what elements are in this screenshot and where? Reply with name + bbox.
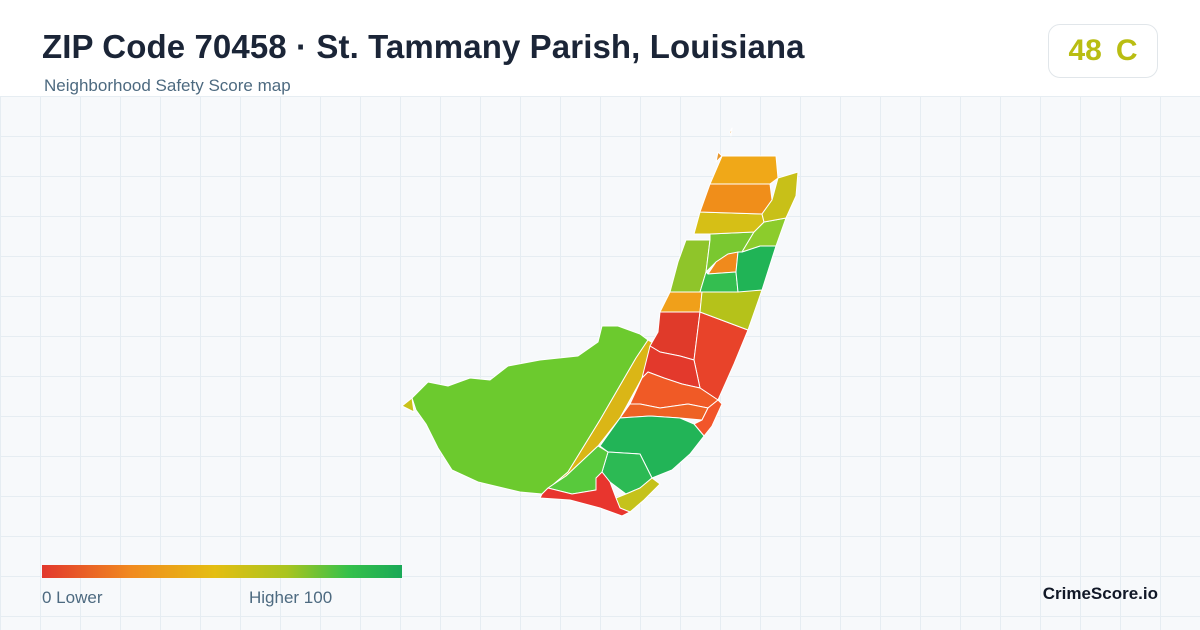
score-badge: 48 C bbox=[1048, 24, 1158, 78]
map-region-west-nub[interactable] bbox=[401, 397, 415, 413]
map-region-north-east-strip[interactable] bbox=[761, 171, 799, 223]
legend-max-label: Higher 100 bbox=[249, 588, 333, 607]
map-region-center-orange-c[interactable] bbox=[693, 399, 723, 437]
map-region-north-a[interactable] bbox=[709, 155, 779, 185]
brand-logo-text[interactable]: CrimeScore.io bbox=[1042, 584, 1158, 603]
page-subtitle: Neighborhood Safety Score map bbox=[44, 76, 291, 95]
map-region-north-tip[interactable] bbox=[715, 127, 733, 163]
map-region-north-c[interactable] bbox=[693, 211, 765, 235]
page-title: ZIP Code 70458 · St. Tammany Parish, Lou… bbox=[42, 28, 805, 65]
map-region-mid-f[interactable] bbox=[699, 271, 739, 293]
header-band bbox=[0, 0, 1200, 96]
map-region-north-b[interactable] bbox=[699, 183, 773, 215]
map-region-mid-e[interactable] bbox=[735, 245, 777, 293]
score-grade: C bbox=[1115, 34, 1138, 67]
legend-color-bar bbox=[42, 565, 402, 578]
map-region-west-large[interactable] bbox=[411, 325, 649, 495]
map-region-mid-h[interactable] bbox=[659, 291, 703, 313]
legend-min-label: 0 Lower bbox=[42, 588, 103, 607]
score-value: 48 bbox=[1068, 34, 1102, 67]
map-region-south-red[interactable] bbox=[539, 471, 631, 517]
